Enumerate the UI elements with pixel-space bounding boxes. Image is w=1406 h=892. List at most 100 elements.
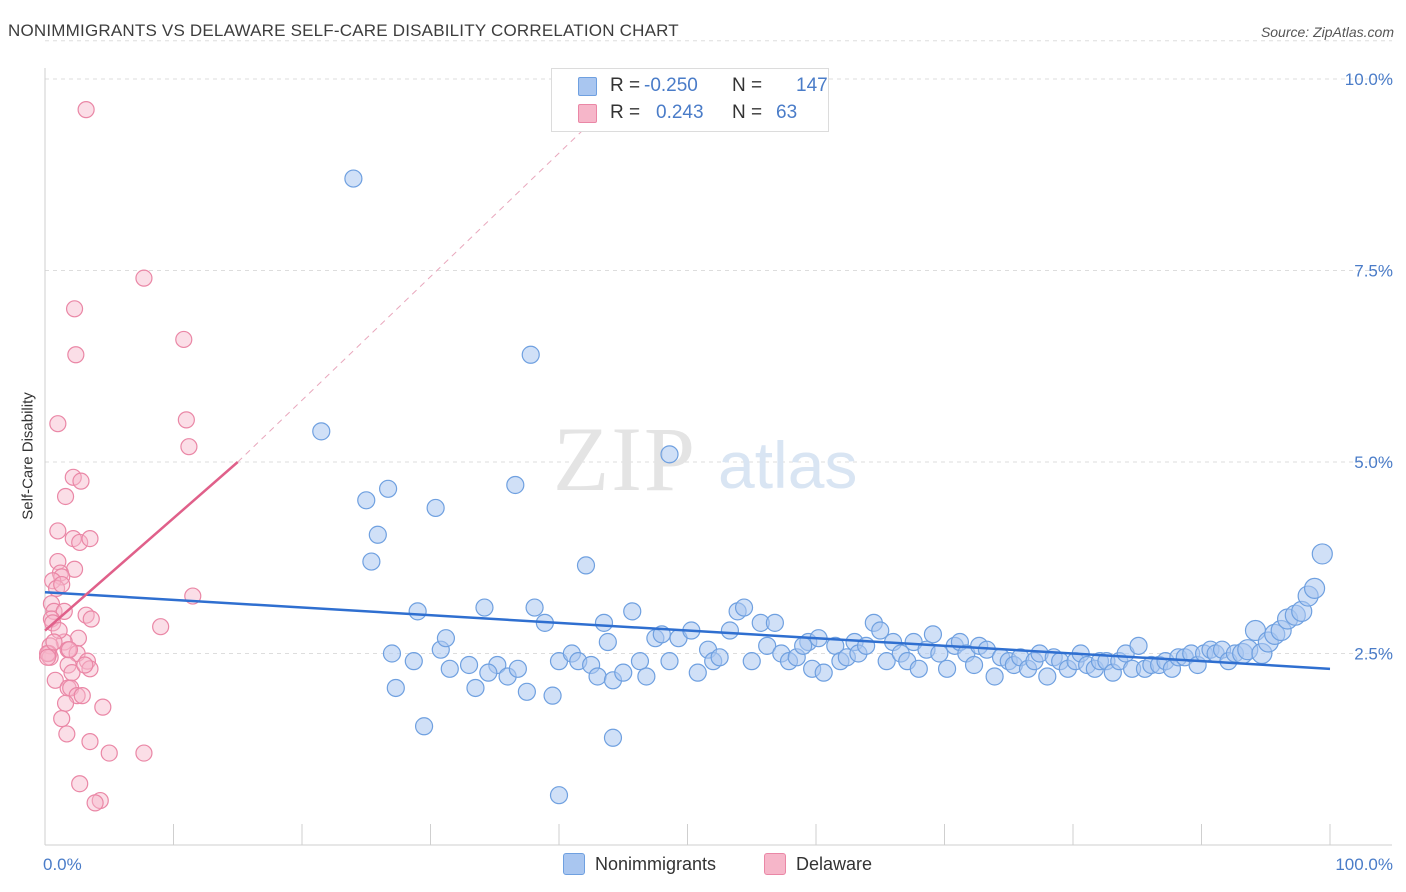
- stats-n-value: 147: [796, 75, 828, 96]
- delaware-point: [86, 794, 104, 812]
- watermark-atlas: atlas: [718, 428, 857, 502]
- delaware-point: [46, 671, 64, 689]
- delaware-point: [180, 438, 198, 456]
- legend-label: Nonimmigrants: [595, 853, 717, 874]
- axes: [44, 68, 1392, 846]
- nonimmigrants-point: [414, 717, 434, 736]
- legend-item-delaware[interactable]: Delaware: [764, 853, 872, 875]
- delaware-point: [53, 710, 71, 728]
- nonimmigrants-point: [964, 655, 984, 675]
- nonimmigrants-point: [660, 652, 679, 671]
- delaware-point: [56, 487, 75, 506]
- nonimmigrants-points: [312, 169, 1333, 805]
- nonimmigrants-point: [598, 632, 617, 652]
- nonimmigrants-point: [794, 636, 813, 655]
- delaware-point: [53, 575, 71, 594]
- nonimmigrants-point: [508, 659, 527, 678]
- nonimmigrants-point: [937, 659, 957, 678]
- nonimmigrants-point: [378, 479, 398, 498]
- delaware-point: [77, 101, 95, 119]
- nonimmigrants-point: [1311, 543, 1333, 565]
- nonimmigrants-point: [614, 663, 633, 682]
- nonimmigrants-point: [909, 659, 928, 678]
- source-label: Source: ZipAtlas.com: [1260, 24, 1394, 40]
- legend-item-nonimmigrants[interactable]: Nonimmigrants: [563, 853, 716, 875]
- nonimmigrants-point: [923, 625, 943, 644]
- nonimmigrants-point: [506, 475, 525, 495]
- nonimmigrants-point: [440, 659, 459, 678]
- nonimmigrants-point: [357, 491, 376, 510]
- nonimmigrants-point: [466, 678, 485, 698]
- stats-box: R = -0.250 N = 147 R = 0.243 N = 63: [551, 68, 829, 132]
- nonimmigrants-point: [521, 345, 540, 364]
- nonimmigrants-point: [720, 621, 740, 640]
- y-tick-label: 10.0%: [1345, 70, 1393, 89]
- nonimmigrants-point: [985, 667, 1004, 686]
- delaware-point: [71, 775, 89, 793]
- nonimmigrants-point: [603, 728, 623, 747]
- y-tick-label: 2.5%: [1354, 645, 1393, 664]
- nonimmigrants-point: [408, 602, 427, 621]
- nonimmigrants-point: [436, 629, 456, 648]
- x-tick-label: 0.0%: [43, 855, 82, 874]
- delaware-point: [177, 411, 195, 429]
- nonimmigrants-point: [637, 667, 656, 686]
- nonimmigrants-point: [871, 621, 890, 640]
- delaware-points: [38, 101, 202, 812]
- stats-n-label: N =: [732, 75, 763, 96]
- delaware-point: [152, 618, 170, 636]
- nonimmigrants-point: [1129, 636, 1148, 655]
- delaware-point: [81, 732, 99, 751]
- delaware-point: [135, 744, 153, 762]
- delaware-point: [72, 472, 90, 490]
- nonimmigrants-point: [344, 169, 363, 188]
- delaware-point: [38, 648, 57, 666]
- stats-r-value: -0.250: [644, 75, 698, 96]
- delaware-point: [45, 633, 63, 651]
- delaware-point: [64, 468, 82, 486]
- x-tick-labels: 0.0% 100.0%: [43, 855, 1393, 874]
- nonimmigrants-point: [742, 652, 761, 671]
- delaware-point: [71, 533, 89, 552]
- nonimmigrants-point: [386, 678, 405, 698]
- delaware-point: [65, 560, 84, 578]
- nonimmigrants-point: [543, 686, 562, 705]
- stats-swatch-pink: [578, 104, 597, 123]
- nonimmigrants-point: [1303, 577, 1326, 599]
- nonimmigrants-point: [877, 652, 896, 671]
- delaware-point: [82, 610, 100, 628]
- delaware-point: [55, 602, 73, 620]
- nonimmigrants-point: [734, 598, 754, 617]
- watermark: ZIP atlas: [553, 408, 857, 510]
- delaware-point: [94, 698, 112, 716]
- nonimmigrants-point: [576, 556, 596, 575]
- delaware-point: [73, 687, 91, 705]
- nonimmigrants-point: [1038, 667, 1057, 686]
- nonimmigrants-point: [426, 498, 445, 518]
- nonimmigrants-point: [479, 663, 498, 682]
- nonimmigrants-point: [765, 613, 784, 632]
- regression-lines: [44, 78, 1331, 671]
- nonimmigrants-point: [312, 422, 331, 441]
- nonimmigrants-point: [688, 663, 707, 682]
- delaware-point: [49, 522, 67, 540]
- nonimmigrants-point: [475, 598, 494, 617]
- y-tick-label: 5.0%: [1354, 453, 1393, 472]
- legend-label: Delaware: [796, 853, 873, 874]
- delaware-point: [67, 346, 85, 364]
- stats-r-label: R =: [610, 75, 641, 96]
- delaware-point: [135, 269, 153, 287]
- chart-title: NONIMMIGRANTS VS DELAWARE SELF-CARE DISA…: [8, 21, 679, 40]
- legend-swatch-pink: [764, 853, 786, 875]
- delaware-point: [60, 641, 79, 659]
- delaware-point: [65, 300, 84, 318]
- nonimmigrants-point: [368, 525, 387, 544]
- delaware-point: [56, 694, 75, 712]
- nonimmigrants-point: [710, 648, 729, 667]
- nonimmigrants-point: [623, 602, 642, 621]
- nonimmigrants-point: [404, 652, 423, 671]
- delaware-point: [49, 415, 67, 433]
- delaware-trend-extension: [237, 78, 637, 463]
- nonimmigrants-point: [814, 663, 833, 682]
